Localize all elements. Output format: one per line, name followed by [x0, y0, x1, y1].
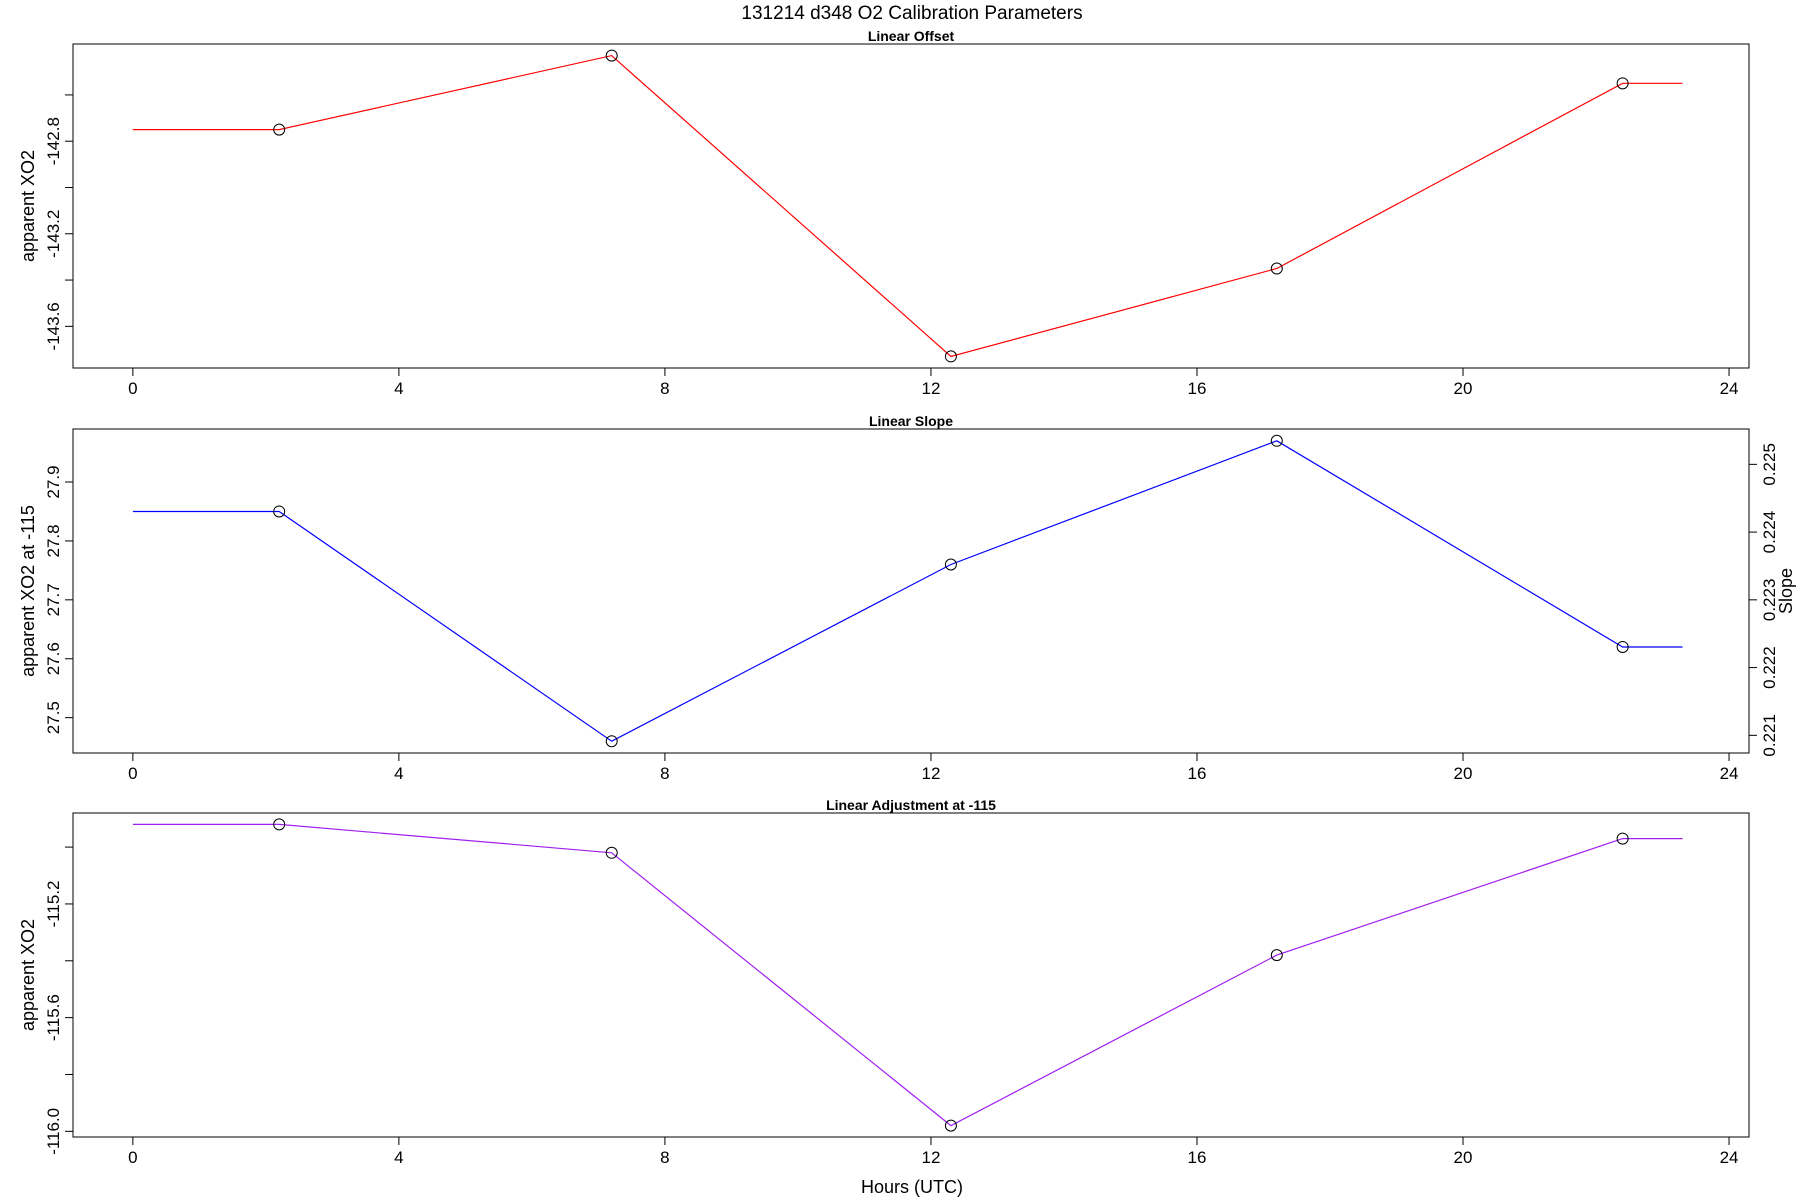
- data-point-adjustment-5: [1616, 832, 1629, 845]
- y-tick-label-slope-1: 27.6: [44, 642, 63, 675]
- x-tick-label-adjustment-4: 4: [394, 1148, 403, 1167]
- y-tick-label-offset-4: -142.8: [44, 117, 63, 165]
- data-point-adjustment-3: [944, 1119, 957, 1132]
- x-tick-label-adjustment-16: 16: [1188, 1148, 1207, 1167]
- data-point-slope-5: [1616, 640, 1629, 653]
- data-point-offset-1: [273, 123, 286, 136]
- y-tick-label-slope-2: 27.7: [44, 583, 63, 616]
- y2-tick-label-slope-3: 0.224: [1760, 511, 1779, 554]
- panels: Linear Offset 0 4 8 12 16 20 24 -143.6 -143.2 -142…: [18, 28, 1796, 1167]
- x-tick-label-offset-24: 24: [1720, 379, 1739, 398]
- x-tick-label-offset-4: 4: [394, 379, 403, 398]
- x-tick-label-offset-16: 16: [1188, 379, 1207, 398]
- series-line-slope: [132, 440, 1683, 742]
- y-axis-label-slope: apparent XO2 at -115: [18, 505, 38, 677]
- plot-frame-offset: [72, 43, 1750, 369]
- plot-frame-adjustment: [72, 812, 1750, 1138]
- x-tick-label-slope-8: 8: [660, 764, 669, 783]
- y2-tick-label-slope-1: 0.222: [1760, 646, 1779, 689]
- x-tick-label-adjustment-24: 24: [1720, 1148, 1739, 1167]
- data-point-offset-4: [1270, 262, 1283, 275]
- x-tick-label-offset-12: 12: [921, 379, 940, 398]
- x-tick-label-adjustment-0: 0: [128, 1148, 137, 1167]
- y-tick-label-offset-2: -143.2: [44, 210, 63, 258]
- data-point-adjustment-2: [605, 846, 618, 859]
- y-axis-label-adjustment: apparent XO2: [18, 919, 38, 1031]
- y-tick-label-slope-4: 27.9: [44, 465, 63, 498]
- panel-title-offset: Linear Offset: [868, 28, 955, 44]
- panel-title-slope: Linear Slope: [869, 413, 953, 429]
- y-tick-label-adjustment-2: -115.6: [44, 994, 63, 1041]
- x-tick-label-slope-12: 12: [921, 764, 940, 783]
- panel-offset: Linear Offset 0 4 8 12 16 20 24 -143.6 -143.2 -142…: [18, 28, 1750, 398]
- y-tick-label-offset-0: -143.6: [44, 302, 63, 350]
- y2-axis-label-slope: Slope: [1776, 568, 1796, 614]
- data-point-offset-5: [1616, 77, 1629, 90]
- data-point-slope-4: [1270, 434, 1283, 447]
- data-point-offset-3: [944, 350, 957, 363]
- series-line-offset: [132, 54, 1683, 358]
- data-point-adjustment-4: [1270, 949, 1283, 962]
- x-tick-label-adjustment-8: 8: [660, 1148, 669, 1167]
- x-tick-label-slope-0: 0: [128, 764, 137, 783]
- data-point-offset-2: [605, 49, 618, 62]
- x-tick-label-offset-0: 0: [128, 379, 137, 398]
- figure-title: 131214 d348 O2 Calibration Parameters: [741, 3, 1082, 24]
- panel-slope: Linear Slope 0 4 8 12 16 20 24 27.5 27.6 27.7 27.8 2…: [18, 413, 1796, 783]
- y-tick-label-slope-3: 27.8: [44, 524, 63, 557]
- data-point-slope-3: [944, 558, 957, 571]
- data-point-adjustment-1: [273, 818, 286, 831]
- data-point-slope-2: [605, 735, 618, 748]
- y2-tick-label-slope-0: 0.221: [1760, 714, 1779, 757]
- x-tick-label-offset-20: 20: [1454, 379, 1473, 398]
- x-tick-label-slope-20: 20: [1454, 764, 1473, 783]
- plot-frame-slope: [72, 428, 1750, 754]
- series-line-adjustment: [132, 823, 1683, 1127]
- panel-adjustment: Linear Adjustment at -115 0 4 8 12 16 20 24 -116…: [18, 797, 1750, 1167]
- y-axis-label-offset: apparent XO2: [18, 150, 38, 262]
- x-axis-label: Hours (UTC): [861, 1177, 963, 1197]
- y2-tick-label-slope-4: 0.225: [1760, 443, 1779, 486]
- x-tick-label-slope-4: 4: [394, 764, 403, 783]
- panel-title-adjustment: Linear Adjustment at -115: [826, 797, 996, 813]
- data-point-slope-1: [273, 505, 286, 518]
- x-tick-label-slope-24: 24: [1720, 764, 1739, 783]
- x-tick-label-adjustment-20: 20: [1454, 1148, 1473, 1167]
- x-tick-label-adjustment-12: 12: [921, 1148, 940, 1167]
- y-tick-label-adjustment-4: -115.2: [44, 880, 63, 927]
- x-tick-label-slope-16: 16: [1188, 764, 1207, 783]
- y2-tick-label-slope-2: 0.223: [1760, 579, 1779, 622]
- y-tick-label-slope-0: 27.5: [44, 701, 63, 734]
- y-tick-label-adjustment-0: -116.0: [44, 1108, 63, 1155]
- x-tick-label-offset-8: 8: [660, 379, 669, 398]
